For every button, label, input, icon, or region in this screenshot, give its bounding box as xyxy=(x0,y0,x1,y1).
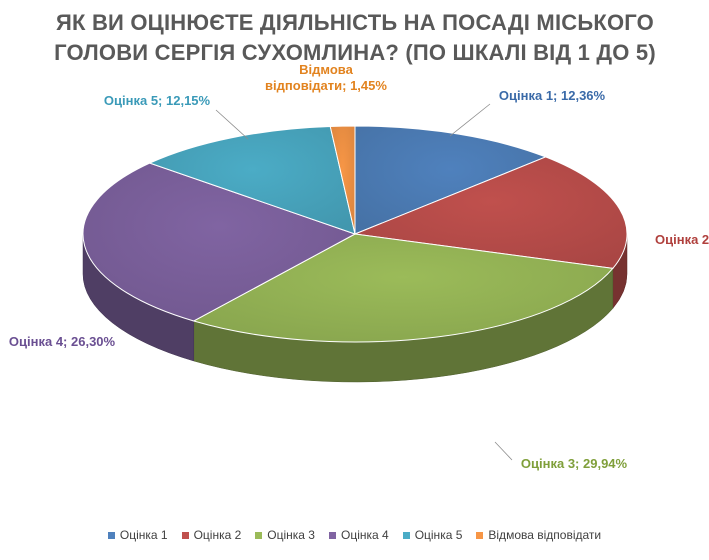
data-label: Оцінка 1; 12,36% xyxy=(499,88,606,103)
legend-swatch xyxy=(476,531,484,539)
data-label: Оцінка 4; 26,30% xyxy=(9,334,116,349)
legend-swatch xyxy=(328,531,336,539)
pie-data-labels: Оцінка 1; 12,36% Оцінка 2; 17,79% Оцінка 3… xyxy=(9,62,709,471)
leader-line xyxy=(215,109,249,140)
legend-swatch xyxy=(181,531,189,539)
legend-label: Оцінка 4 xyxy=(340,528,389,542)
pie-slice xyxy=(82,162,357,322)
legend-label: Відмова відповідати xyxy=(488,528,602,542)
legend-item: Оцінка 4 xyxy=(328,528,389,542)
legend-item: Оцінка 2 xyxy=(181,528,242,542)
legend-label: Оцінка 2 xyxy=(193,528,242,542)
leader-line xyxy=(449,103,491,137)
legend-item: Оцінка 1 xyxy=(107,528,168,542)
pie-slice xyxy=(353,156,628,269)
chart-legend: Оцінка 1 Оцінка 2 Оцінка 3 Оцінка 4 Оцінка 5… xyxy=(0,528,709,542)
pie-slice xyxy=(148,125,356,235)
data-label: відповідати; 1,45% xyxy=(265,78,387,93)
pie-top-faces xyxy=(82,125,628,343)
data-label: Оцінка 3; 29,94% xyxy=(521,456,628,471)
legend-swatch xyxy=(255,531,263,539)
pie-slice xyxy=(192,233,614,343)
legend-label: Оцінка 5 xyxy=(414,528,463,542)
legend-label: Оцінка 3 xyxy=(267,528,315,542)
legend-label: Оцінка 1 xyxy=(119,528,168,542)
data-label: Оцінка 5; 12,15% xyxy=(104,93,211,108)
data-label: Оцінка 2; 17,79% xyxy=(655,232,709,247)
legend-swatch xyxy=(402,531,410,539)
data-label: Відмова xyxy=(299,62,353,77)
legend-swatch xyxy=(107,531,115,539)
legend-item: Відмова відповідати xyxy=(476,528,601,542)
pie-slice xyxy=(329,125,356,235)
chart-title: ЯК ВИ ОЦІНЮЄТЕ ДІЯЛЬНІСТЬ НА ПОСАДІ МІСЬ… xyxy=(20,8,690,68)
pie-slice xyxy=(354,125,548,235)
chart-title-line-2: ГОЛОВИ СЕРГІЯ СУХОМЛИНА? (ПО ШКАЛІ ВІД 1… xyxy=(54,40,656,65)
leader-line xyxy=(494,441,513,461)
chart-title-line-1: ЯК ВИ ОЦІНЮЄТЕ ДІЯЛЬНІСТЬ НА ПОСАДІ МІСЬ… xyxy=(56,10,654,35)
legend-item: Оцінка 5 xyxy=(402,528,463,542)
legend-item: Оцінка 3 xyxy=(255,528,315,542)
